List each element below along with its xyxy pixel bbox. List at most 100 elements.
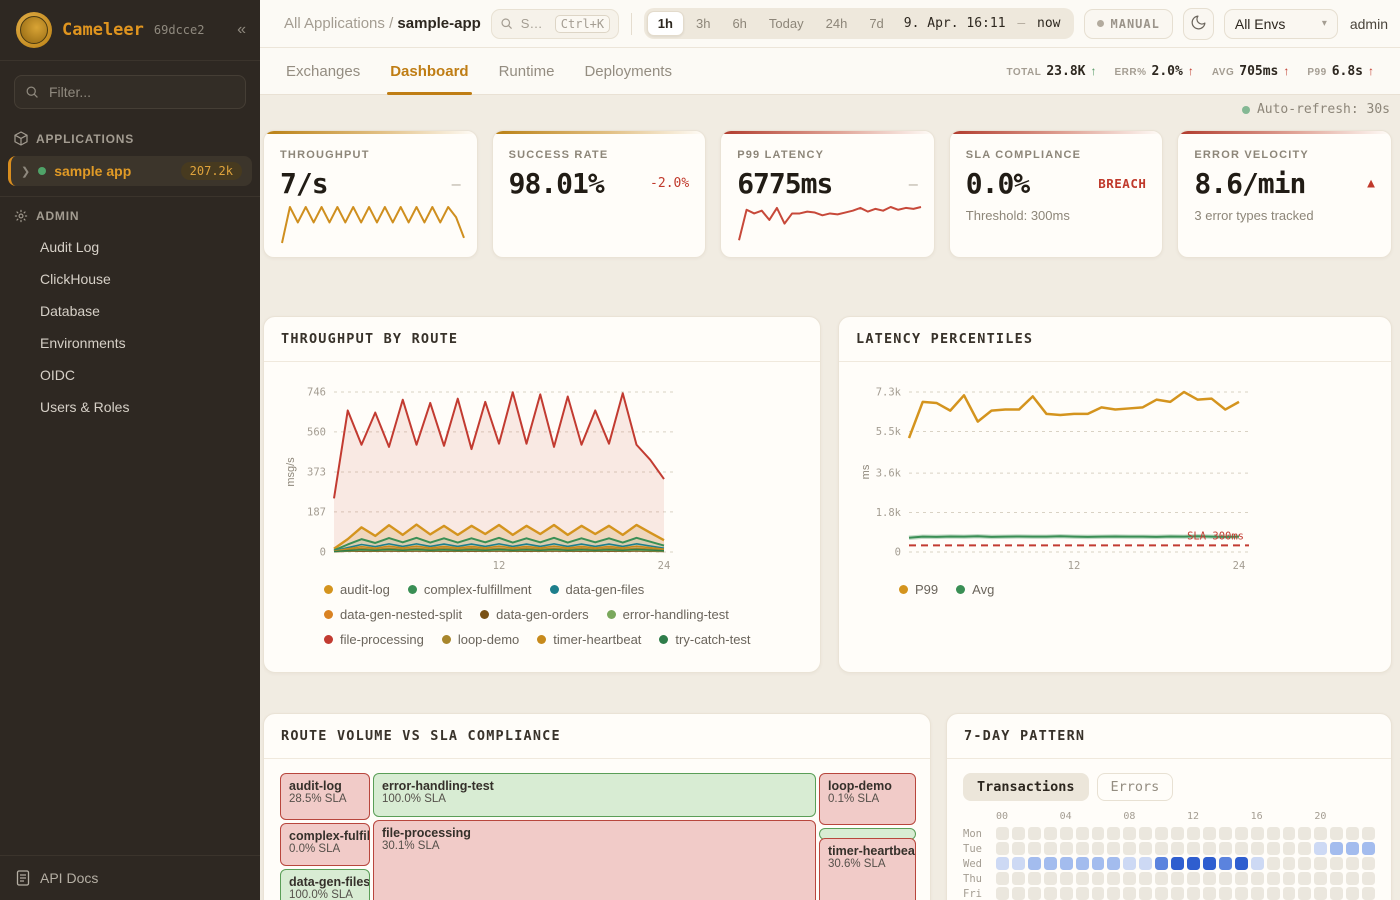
stat-avg: AVG 705ms ↑ [1212,64,1290,79]
admin-header-label: ADMIN [36,209,80,223]
heatmap-cell [1011,857,1025,870]
heatmap-cell [1266,872,1280,885]
panel-title: ROUTE VOLUME VS SLA COMPLIANCE [281,728,561,744]
heatmap-cell [1266,887,1280,900]
heatmap-cell [1043,887,1057,900]
legend-label: Avg [972,582,995,597]
sidebar-item-clickhouse[interactable]: ClickHouse [40,271,111,287]
heatmap-cell [1298,887,1312,900]
heatmap-cell [1218,857,1232,870]
sidebar-item-database[interactable]: Database [40,303,100,319]
range-button-today[interactable]: Today [759,11,814,36]
range-button-6h[interactable]: 6h [722,11,756,36]
tab-dashboard[interactable]: Dashboard [387,48,472,95]
legend-item-audit-log[interactable]: audit-log [324,582,390,597]
latency-legend: P99 Avg [899,582,1369,597]
filter-input[interactable] [47,83,235,101]
manual-mode-button[interactable]: MANUAL [1083,8,1173,39]
kpi-value: 7/s [280,167,329,200]
admin-section-header: ADMIN [0,197,260,231]
global-search[interactable]: Ctrl+K [490,8,620,39]
treemap-sla-value: 100.0% SLA [382,793,446,805]
panel-title: THROUGHPUT BY ROUTE [281,331,459,347]
auto-refresh-status: Auto-refresh: 30s [263,99,1392,124]
kpi-card-success-rate: SUCCESS RATE 98.01% -2.0% [491,130,707,258]
tab-runtime[interactable]: Runtime [498,62,555,80]
kpi-value: 98.01% [508,167,605,200]
heatmap-cell [1314,887,1328,900]
heatmap-cell [1282,842,1296,855]
breadcrumb[interactable]: All Applications / sample-app [284,15,481,32]
legend-item-complex-fulfillment[interactable]: complex-fulfillment [407,582,532,597]
heatmap-toggle-errors[interactable]: Errors [1096,773,1174,801]
heatmap-cell [1155,872,1169,885]
panel-header: ROUTE VOLUME VS SLA COMPLIANCE [264,714,930,759]
treemap-box-loop-demo: loop-demo 0.1% SLA [819,773,916,825]
legend-item-error-handling-test[interactable]: error-handling-test [606,607,729,622]
kpi-label: P99 LATENCY [737,149,825,161]
heatmap-hour-label [1139,811,1152,825]
heatmap-cell [1139,872,1153,885]
heatmap-cell [1027,887,1041,900]
tab-exchanges[interactable]: Exchanges [286,62,361,80]
env-select[interactable]: All Envs ▾ [1223,8,1338,39]
heatmap-hour-label [1012,811,1025,825]
heatmap-cell [1234,857,1248,870]
sidebar-item-users-roles[interactable]: Users & Roles [40,399,130,415]
divider [631,12,632,35]
svg-text:12: 12 [1068,560,1081,572]
legend-item-data-gen-files[interactable]: data-gen-files [549,582,644,597]
legend-label: complex-fulfillment [423,582,532,597]
range-button-7d[interactable]: 7d [859,11,893,36]
legend-item-data-gen-orders[interactable]: data-gen-orders [480,607,589,622]
heatmap-cell [1250,887,1264,900]
kpi-delta: – [451,174,461,193]
sidebar-item-environments[interactable]: Environments [40,335,126,351]
legend-item-timer-heartbeat[interactable]: timer-heartbeat [537,632,641,647]
heatmap-cell [1346,827,1360,840]
user-label[interactable]: admin [1349,15,1388,32]
chevron-right-icon[interactable]: ❯ [21,165,31,178]
breadcrumb-root[interactable]: All Applications [284,15,385,32]
dark-mode-toggle[interactable] [1182,7,1214,40]
search-icon [500,17,513,30]
legend-item-file-processing[interactable]: file-processing [324,632,424,647]
kpi-subtext: Threshold: 300ms [965,208,1070,223]
heatmap-cell [1075,827,1089,840]
heatmap-toggle-transactions[interactable]: Transactions [963,773,1089,801]
trend-up-icon: ↑ [1368,63,1374,78]
range-button-3h[interactable]: 3h [686,11,720,36]
legend-dot [324,635,333,644]
legend-item-loop-demo[interactable]: loop-demo [441,632,519,647]
sidebar-item-oidc[interactable]: OIDC [40,367,75,383]
legend-item-avg[interactable]: Avg [956,582,994,597]
heatmap-cell [1187,872,1200,885]
moon-icon [1190,14,1207,34]
legend-dot [324,610,333,619]
kpi-delta: – [908,174,918,193]
date-range-display[interactable]: 9. Apr. 16:11 — now [894,16,1071,31]
heatmap-cell [1123,827,1137,840]
treemap-box-error-handling-test: error-handling-test 100.0% SLA [373,773,816,817]
legend-item-try-catch-test[interactable]: try-catch-test [659,632,751,647]
sidebar: Cameleer 69dcce2 « APPLICATIONS ❯ sample… [0,0,260,900]
heatmap-cell [1171,857,1184,870]
gear-icon [14,209,28,223]
sidebar-collapse-icon[interactable]: « [237,21,246,38]
heatmap-cell [1266,827,1280,840]
sidebar-filter[interactable] [14,75,246,109]
legend-item-p99[interactable]: P99 [899,582,938,597]
tab-deployments[interactable]: Deployments [584,62,672,80]
sidebar-item-sample-app[interactable]: ❯ sample app 207.2k [8,156,252,186]
legend-item-data-gen-nested-split[interactable]: data-gen-nested-split [324,607,462,622]
range-button-1h[interactable]: 1h [646,11,684,36]
search-input[interactable] [518,15,549,32]
sidebar-item-api-docs[interactable]: API Docs [0,855,260,900]
stat-value: 2.0% [1151,63,1183,79]
stat-label: TOTAL [1006,66,1042,78]
range-button-24h[interactable]: 24h [816,11,858,36]
heatmap-cell [1202,887,1216,900]
sidebar-item-audit-log[interactable]: Audit Log [40,239,100,255]
heatmap-cell [1282,887,1296,900]
